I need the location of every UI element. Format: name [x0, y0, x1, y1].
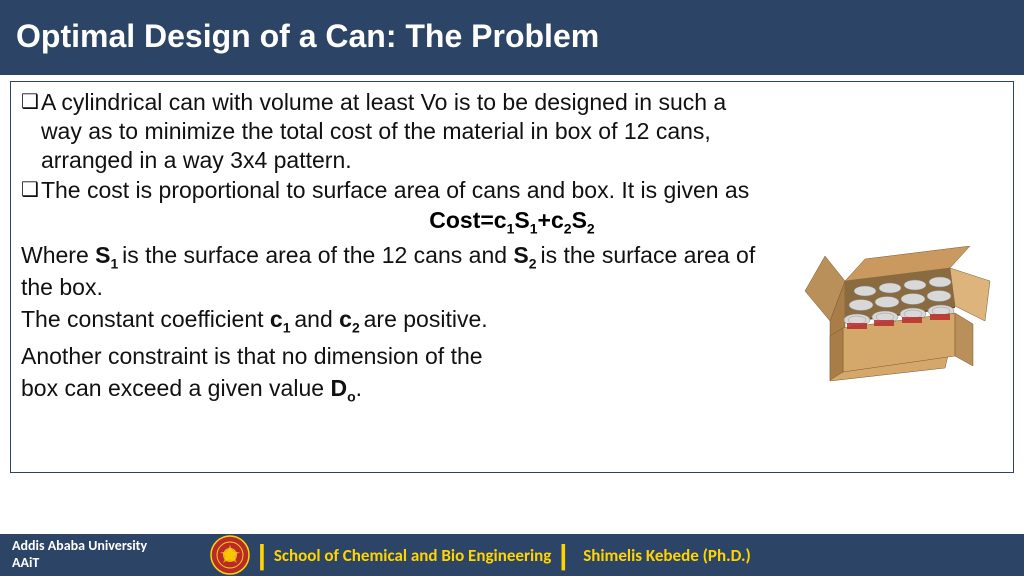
slide-title: Optimal Design of a Can: The Problem [0, 0, 1024, 75]
footer-divider-icon: | [250, 539, 274, 571]
cost-formula: Cost=c1S1+c2S2 [21, 207, 1003, 237]
bullet-1-line-3: arranged in a way 3x4 pattern. [41, 147, 352, 173]
formula-plus: +c [538, 207, 564, 233]
constraint-d-sub: o [347, 389, 356, 405]
bullet-icon: ❑ [21, 90, 39, 115]
formula-s1: S [514, 207, 529, 233]
coeff-c2-sub: 2 [352, 320, 364, 336]
coeff-c1-sub: 1 [283, 320, 295, 336]
footer-uni-line-1: Addis Ababa University [12, 538, 210, 555]
formula-lhs: Cost=c [429, 207, 506, 233]
footer-university: Addis Ababa University AAiT [0, 538, 210, 572]
constraint-post: . [356, 375, 362, 401]
formula-s2: S [572, 207, 587, 233]
bullet-1-line-1: A cylindrical can with volume at least V… [41, 89, 726, 115]
bullet-2-text: The cost is proportional to surface area… [41, 176, 749, 205]
coeff-c2: c [339, 306, 352, 332]
content-panel: ❑ A cylindrical can with volume at least… [10, 81, 1014, 473]
coeff-c1: c [270, 306, 283, 332]
university-seal-icon [210, 535, 250, 575]
where-s2: S [513, 242, 528, 268]
bullet-1: ❑ A cylindrical can with volume at least… [21, 88, 1003, 174]
coeff-pre: The constant coefficient [21, 306, 270, 332]
box-of-cans-illustration [795, 246, 995, 396]
where-s1: S [95, 242, 110, 268]
footer-divider-icon: | [551, 539, 575, 571]
footer-author: Shimelis Kebede (Ph.D.) [575, 545, 751, 566]
formula-sub: 1 [530, 221, 538, 237]
where-post: is the surface area of [540, 242, 755, 268]
formula-sub: 2 [564, 221, 572, 237]
where-mid: is the surface area of the 12 cans and [122, 242, 513, 268]
formula-sub: 2 [587, 221, 595, 237]
constraint-pre: box can exceed a given value [21, 375, 330, 401]
footer-school: School of Chemical and Bio Engineering [274, 545, 552, 566]
bullet-2: ❑ The cost is proportional to surface ar… [21, 176, 1003, 205]
coeff-post: are positive. [364, 306, 488, 332]
constraint-d: D [330, 375, 347, 401]
footer-uni-line-2: AAiT [12, 555, 210, 572]
where-pre: Where [21, 242, 95, 268]
where-s2-sub: 2 [529, 255, 541, 271]
where-s1-sub: 1 [110, 255, 122, 271]
footer-bar: Addis Ababa University AAiT | School of … [0, 534, 1024, 576]
bullet-icon: ❑ [21, 178, 39, 203]
coeff-and: and [294, 306, 339, 332]
bullet-1-line-2: way as to minimize the total cost of the… [41, 118, 711, 144]
